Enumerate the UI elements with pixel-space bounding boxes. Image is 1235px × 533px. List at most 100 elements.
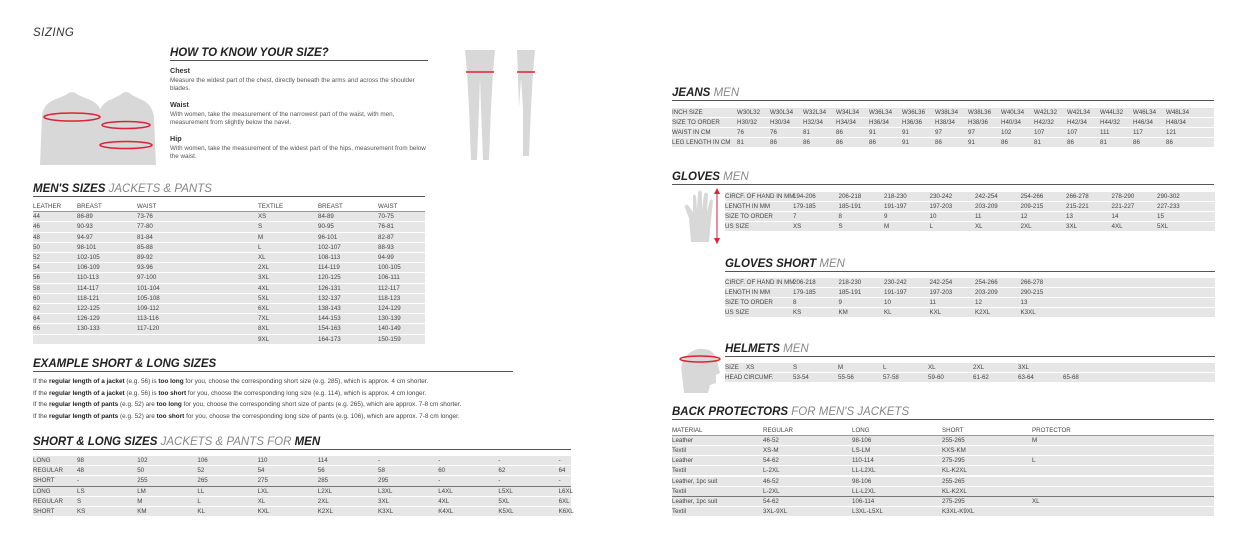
- table-cell: 108-113: [318, 254, 341, 261]
- column-header: LONG: [852, 427, 870, 434]
- table-cell: 97: [968, 129, 975, 136]
- body-figures: [40, 92, 156, 165]
- table-cell: 81: [1034, 139, 1041, 146]
- table-cell: KXL: [257, 508, 270, 515]
- emphasis: regular length of a jacket: [49, 389, 125, 397]
- header-rule: [672, 435, 1214, 437]
- table-cell: 275-295: [942, 497, 965, 505]
- section-heading: MEN'S SIZES JACKETS & PANTS: [33, 183, 425, 197]
- table-row: [725, 192, 1215, 201]
- measure-text: Measure the widest part of the chest, di…: [170, 77, 415, 92]
- row-label: 52: [33, 254, 40, 261]
- table-cell: KS: [77, 508, 86, 515]
- table-cell: K3XL-K9XL: [942, 507, 975, 515]
- heading-main: JEANS: [672, 87, 711, 99]
- table-cell: LL-L2XL: [852, 487, 876, 495]
- heading-tail: MEN: [294, 436, 321, 448]
- heading-main: SHORT & LONG SIZES: [33, 436, 158, 448]
- table-cell: 94-97: [77, 233, 93, 241]
- table-cell: W48L34: [1166, 109, 1190, 116]
- row-label: 46: [33, 223, 40, 231]
- table-cell: -: [498, 457, 501, 464]
- row-label: LONG: [33, 487, 51, 495]
- table-cell: W30L34: [770, 109, 794, 116]
- table-row: [33, 466, 571, 476]
- table-cell: 110-113: [77, 274, 99, 282]
- table-cell: H30/34: [770, 119, 790, 126]
- table-cell: 84-89: [318, 213, 334, 221]
- table-cell: KXS-KM: [942, 447, 966, 455]
- table-cell: L3XL-L5XL: [852, 507, 883, 515]
- table-cell: 106-109: [77, 264, 100, 272]
- table-row: [33, 496, 571, 506]
- table-cell: 73-76: [137, 213, 153, 221]
- table-cell: 98-101: [77, 243, 97, 251]
- table-cell: 4XL: [258, 284, 270, 292]
- table-cell: 54-62: [763, 457, 779, 465]
- table-cell: 150-159: [378, 335, 401, 343]
- row-label: SIZE TO ORDER: [725, 299, 773, 306]
- table-row: [672, 108, 1214, 117]
- table-cell: 144-153: [318, 315, 341, 323]
- table-cell: 3XL: [258, 274, 270, 282]
- table-cell: 230-242: [884, 279, 907, 286]
- table-cell: K3XL: [378, 508, 394, 515]
- table-cell: 97: [935, 129, 942, 136]
- table-cell: 12: [975, 299, 982, 306]
- table-cell: 110-114: [852, 457, 874, 465]
- row-label: REGULAR: [33, 497, 63, 505]
- table-cell: 140-149: [378, 325, 401, 333]
- table-cell: 114-119: [318, 264, 340, 272]
- table-cell: L: [929, 223, 933, 230]
- emphasis: too long: [156, 401, 182, 408]
- heading-sub: FOR MEN'S JACKETS: [791, 406, 910, 418]
- table-cell: KS: [793, 309, 802, 316]
- table-cell: 97-100: [137, 274, 157, 282]
- row-label: SHORT: [33, 477, 55, 485]
- table-cell: 57-58: [883, 374, 899, 381]
- table-cell: LXL: [257, 487, 269, 495]
- table-cell: 14: [1111, 213, 1119, 220]
- table-row: [33, 222, 425, 232]
- table-cell: 13: [1020, 299, 1028, 306]
- table-cell: H32/34: [803, 119, 823, 126]
- table-cell: M: [1032, 437, 1038, 445]
- heading-main: EXAMPLE SHORT & LONG SIZES: [33, 358, 217, 370]
- table-cell: 102: [137, 457, 148, 464]
- table-cell: 154-163: [318, 325, 341, 333]
- table-cell: 113-116: [137, 315, 159, 323]
- row-label: Textil: [672, 467, 687, 475]
- table-cell: 191-197: [884, 289, 907, 296]
- table-cell: 112-117: [378, 284, 400, 292]
- table-cell: 130-139: [378, 315, 401, 323]
- table-cell: 126-131: [318, 284, 341, 292]
- table-cell: L: [1032, 457, 1036, 465]
- table-cell: 106: [197, 457, 208, 464]
- table-cell: L2XL: [317, 487, 333, 495]
- text-run: If the: [33, 389, 49, 397]
- table-cell: 114-117: [77, 284, 99, 292]
- table-cell: H38/34: [935, 119, 955, 126]
- table-cell: 86-89: [77, 213, 93, 221]
- emphasis: too long: [158, 378, 184, 385]
- table-cell: 121: [1166, 129, 1177, 136]
- table-cell: 218-230: [838, 279, 862, 286]
- column-header: WAIST: [137, 203, 157, 210]
- table-cell: H42/32: [1034, 119, 1054, 126]
- table-row: [725, 373, 1215, 382]
- table-cell: 91: [869, 129, 876, 136]
- table-cell: 62: [498, 467, 506, 475]
- table-cell: M: [258, 233, 264, 241]
- table-cell: 106-114: [852, 497, 875, 505]
- table-cell: 52: [197, 467, 205, 475]
- table-cell: 117-120: [137, 325, 160, 333]
- table-cell: 88-93: [378, 243, 394, 251]
- table-cell: 11: [975, 213, 982, 220]
- helmet-figure: [679, 348, 721, 393]
- table-cell: 6XL: [258, 305, 270, 312]
- table-row: [33, 304, 425, 314]
- table-cell: W38L36: [968, 109, 992, 116]
- table-cell: L3XL: [378, 487, 393, 495]
- table-cell: 15: [1157, 213, 1164, 220]
